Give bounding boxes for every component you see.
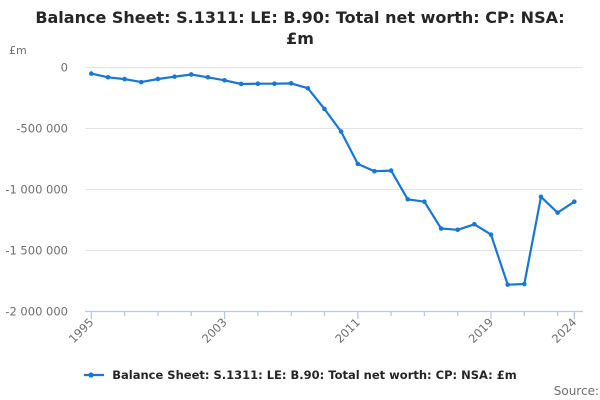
chart-title-line2: £m xyxy=(286,29,314,49)
svg-text:1995: 1995 xyxy=(66,315,97,346)
source-label: Source: xyxy=(553,384,599,398)
svg-text:2003: 2003 xyxy=(199,315,230,346)
series-points xyxy=(89,71,577,287)
data-point-1996[interactable] xyxy=(105,74,111,80)
data-point-2023[interactable] xyxy=(555,210,560,215)
y-axis-label: -1 000 000 xyxy=(5,183,68,197)
data-point-2010[interactable] xyxy=(338,129,344,134)
grid xyxy=(85,67,583,251)
data-point-2013[interactable] xyxy=(388,168,394,173)
legend-label: Balance Sheet: S.1311: LE: B.90: Total n… xyxy=(112,368,517,382)
data-point-1998[interactable] xyxy=(138,79,144,85)
data-point-2022[interactable] xyxy=(538,194,544,200)
y-axis-unit-label: £m xyxy=(9,44,27,57)
data-point-1995[interactable] xyxy=(89,71,94,76)
data-point-2021[interactable] xyxy=(522,281,527,287)
svg-text:2024: 2024 xyxy=(549,315,580,346)
x-axis-label: 2003 xyxy=(199,315,230,346)
data-point-2019[interactable] xyxy=(488,232,494,237)
data-point-2011[interactable] xyxy=(355,161,361,167)
data-point-2017[interactable] xyxy=(455,227,461,233)
data-point-2020[interactable] xyxy=(505,282,510,287)
x-axis-label: 2011 xyxy=(332,315,363,346)
svg-text:2019: 2019 xyxy=(466,315,497,346)
data-point-2018[interactable] xyxy=(472,221,477,227)
legend-line-marker-icon xyxy=(84,372,105,378)
x-axis-label: 2019 xyxy=(466,315,497,346)
data-point-2004[interactable] xyxy=(238,81,244,87)
data-point-2003[interactable] xyxy=(222,78,227,83)
chart-title-line1: Balance Sheet: S.1311: LE: B.90: Total n… xyxy=(35,8,565,27)
y-axis: 0 -500 000 -1 000 000 -1 500 000 -2 000 000 xyxy=(5,61,68,319)
data-point-2007[interactable] xyxy=(288,81,294,86)
y-axis-label: -1 500 000 xyxy=(5,244,68,258)
chart-title: Balance Sheet: S.1311: LE: B.90: Total n… xyxy=(0,7,600,49)
y-axis-label: 0 xyxy=(61,61,68,75)
data-point-2008[interactable] xyxy=(305,85,311,91)
data-point-2009[interactable] xyxy=(322,106,327,112)
x-axis: 1995 2003 2011 2019 2024 xyxy=(66,310,583,346)
data-point-2002[interactable] xyxy=(205,74,211,80)
data-point-2005[interactable] xyxy=(255,81,261,87)
data-point-2015[interactable] xyxy=(422,199,427,204)
data-point-1999[interactable] xyxy=(155,76,161,82)
data-point-2001[interactable] xyxy=(188,72,194,77)
data-point-2024[interactable] xyxy=(572,199,577,204)
data-point-2014[interactable] xyxy=(405,196,411,202)
series-line xyxy=(90,72,576,286)
y-axis-label: -2 000 000 xyxy=(5,305,68,319)
data-point-2000[interactable] xyxy=(172,74,177,79)
data-point-1997[interactable] xyxy=(122,76,127,82)
x-axis-label: 1995 xyxy=(66,315,97,346)
data-point-2016[interactable] xyxy=(438,226,444,231)
data-point-2006[interactable] xyxy=(272,81,277,87)
data-point-2012[interactable] xyxy=(372,168,377,174)
x-axis-label: 2024 xyxy=(549,315,580,346)
svg-text:2011: 2011 xyxy=(332,315,363,346)
y-axis-label: -500 000 xyxy=(16,122,68,136)
legend-item[interactable]: Balance Sheet: S.1311: LE: B.90: Total n… xyxy=(0,366,600,384)
